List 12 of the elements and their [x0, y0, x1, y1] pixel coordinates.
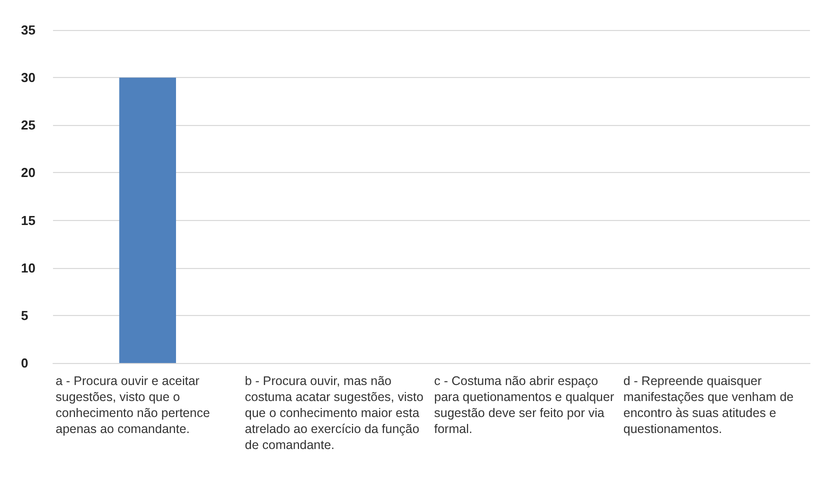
y-tick-label: 15	[21, 212, 36, 228]
x-tick-label: b - Procura ouvir, mas não costuma acatar sugestões, visto que o conhecimento maior esta atrelado ao exercício da função de comandante.	[244, 374, 424, 452]
y-tick-label: 5	[21, 308, 28, 323]
x-tick-label: a - Procura ouvir e aceitar sugestões, visto que o conhecimento não pertence apenas ao comandante.	[56, 374, 210, 436]
y-tick-label: 30	[21, 70, 36, 86]
y-tick-label: 35	[21, 22, 36, 38]
x-tick-label: c - Costuma não abrir espaço para quetionamentos e qualquer sugestão deve ser feito por via formal.	[434, 374, 614, 436]
y-tick-label: 10	[21, 260, 36, 276]
y-tick-label: 0	[21, 356, 28, 370]
y-tick-label: 20	[21, 165, 36, 180]
x-tick-label: d - Repreende quaisquer manifestações que venham de encontro às suas atitudes e questionamentos.	[623, 374, 794, 436]
y-tick-label: 25	[21, 118, 36, 133]
